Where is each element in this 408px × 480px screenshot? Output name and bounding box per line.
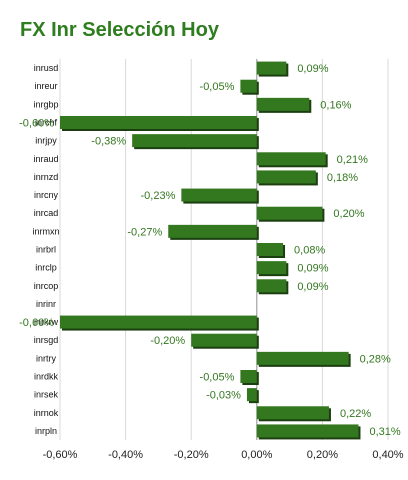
chart-title: FX Inr Selección Hoy xyxy=(20,19,219,41)
data-label: 0,09% xyxy=(297,281,328,293)
category-label: inrpln xyxy=(35,426,57,436)
bar xyxy=(256,61,287,75)
category-label: inrinr xyxy=(36,299,56,309)
x-tick-label: -0,40% xyxy=(108,449,143,461)
category-label: inrclp xyxy=(35,263,57,273)
bar xyxy=(246,388,257,402)
category-label: inrsek xyxy=(34,390,59,400)
category-label: inrcop xyxy=(34,281,59,291)
data-label: 0,31% xyxy=(369,426,400,438)
category-label: inrdkk xyxy=(34,372,59,382)
category-label: inrbrl xyxy=(36,245,56,255)
bar xyxy=(256,97,310,111)
bar xyxy=(132,134,257,148)
bar xyxy=(256,279,287,293)
category-label: inrsgd xyxy=(34,335,59,345)
bar xyxy=(256,261,287,275)
x-tick-labels: -0,60% -0,40% -0,20% 0,00% 0,20% 0,40% xyxy=(43,449,404,461)
data-label: 0,20% xyxy=(333,208,364,220)
category-label: inrcad xyxy=(34,208,59,218)
category-label: inreur xyxy=(34,81,57,91)
category-label: inrcny xyxy=(34,190,59,200)
bar xyxy=(256,351,349,365)
data-label: 0,28% xyxy=(360,353,391,365)
category-label: inrnok xyxy=(34,408,59,418)
data-label: 0,16% xyxy=(320,99,351,111)
bar xyxy=(256,170,316,184)
category-label: inrjpy xyxy=(35,136,57,146)
data-label: 0,18% xyxy=(327,172,358,184)
x-tick-label: 0,00% xyxy=(241,449,272,461)
data-label: -0,60% xyxy=(19,317,54,329)
bar xyxy=(60,116,257,129)
data-label: 0,22% xyxy=(340,408,371,420)
data-label: -0,03% xyxy=(206,390,241,402)
data-label: -0,05% xyxy=(200,372,235,384)
category-label: inrmxn xyxy=(32,226,59,236)
bar xyxy=(181,188,257,202)
data-label: -0,38% xyxy=(91,136,126,148)
bar xyxy=(256,406,329,420)
bar xyxy=(256,152,326,166)
bar xyxy=(256,243,284,256)
data-label: -0,20% xyxy=(150,335,185,347)
x-tick-label: -0,60% xyxy=(43,449,78,461)
bar xyxy=(240,79,257,93)
data-label: -0,60% xyxy=(19,118,54,130)
bar xyxy=(240,370,257,383)
category-label: inrnzd xyxy=(34,172,59,182)
data-label: -0,27% xyxy=(127,226,162,238)
x-tick-label: 0,40% xyxy=(372,449,403,461)
category-label: inrkrw xyxy=(34,317,58,327)
category-labels: inrusd inreur inrgbp inrchf inrjpy inraud inrn… xyxy=(32,63,59,436)
data-label: 0,21% xyxy=(337,154,368,166)
category-label: inrchf xyxy=(35,118,58,128)
category-label: inraud xyxy=(33,154,58,164)
bar xyxy=(256,206,323,220)
x-tick-label: -0,20% xyxy=(174,449,209,461)
bar xyxy=(60,315,257,329)
data-label: -0,05% xyxy=(200,81,235,93)
data-label: -0,23% xyxy=(141,190,176,202)
data-label: 0,08% xyxy=(294,245,325,257)
category-label: inrtry xyxy=(36,353,56,363)
bar xyxy=(256,424,359,438)
bar xyxy=(168,224,257,238)
data-label: 0,09% xyxy=(297,263,328,275)
bar xyxy=(191,333,257,347)
bars xyxy=(60,61,361,440)
data-label: 0,09% xyxy=(297,63,328,75)
x-tick-label: 0,20% xyxy=(307,449,338,461)
data-labels: 0,09% -0,05% 0,16% -0,60% -0,38% 0,21% 0,18% -0… xyxy=(19,63,401,438)
category-label: inrusd xyxy=(34,63,59,73)
category-label: inrgbp xyxy=(33,99,58,109)
